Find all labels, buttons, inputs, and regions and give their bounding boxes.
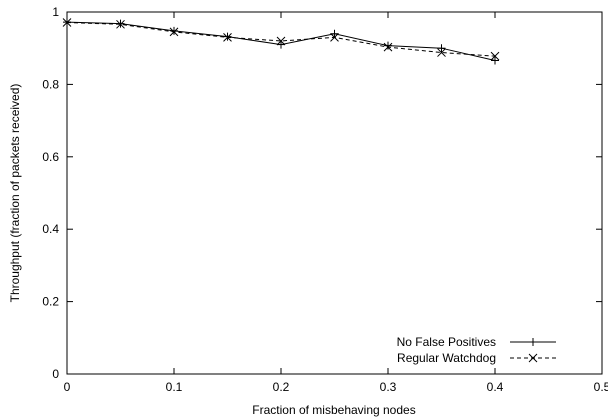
x-tick-label: 0.3: [380, 380, 397, 394]
y-tick-label: 0.8: [42, 77, 59, 91]
legend-marker: [529, 338, 537, 346]
data-point-no-false-positives: [116, 19, 125, 28]
x-tick-label: 0.1: [166, 380, 183, 394]
data-point-no-false-positives: [384, 41, 392, 50]
legend-label: Regular Watchdog: [397, 351, 496, 365]
data-point-no-false-positives: [330, 29, 339, 38]
y-tick-label: 0.4: [42, 222, 59, 236]
data-point-regular-watchdog: [330, 32, 339, 42]
data-point-regular-watchdog: [223, 32, 232, 42]
y-tick-label: 1: [52, 5, 59, 19]
legend: No False Positives Regular Watchdog: [397, 335, 556, 365]
data-point-no-false-positives: [277, 40, 285, 49]
x-tick-label: 0.2: [273, 380, 290, 394]
x-tick-label: 0.5: [594, 380, 608, 394]
legend-entry-regular-watchdog: Regular Watchdog: [397, 351, 556, 365]
series-no-false-positives: [63, 18, 499, 65]
legend-entry-no-false-positives: No False Positives: [397, 335, 556, 349]
ticks: [66, 11, 603, 375]
y-axis-title: Throughput (fraction of packets received…: [8, 84, 22, 303]
data-point-regular-watchdog: [169, 27, 179, 37]
data-point-regular-watchdog: [116, 19, 125, 29]
y-tick-label: 0: [52, 367, 59, 381]
y-tick-label: 0.2: [42, 295, 59, 309]
data-point-no-false-positives: [437, 44, 446, 53]
x-tick-label: 0: [64, 380, 71, 394]
data-point-regular-watchdog: [276, 36, 286, 46]
legend-label: No False Positives: [397, 335, 496, 349]
data-point-no-false-positives: [491, 56, 499, 65]
data-point-regular-watchdog: [437, 48, 446, 57]
data-point-no-false-positives: [223, 32, 232, 41]
series-line-regular-watchdog: [66, 21, 496, 57]
data-point-regular-watchdog: [62, 18, 72, 27]
x-tick-label: 0.4: [487, 380, 504, 394]
tick-labels: 0 0.1 0.2 0.3 0.4 0.5 0 0.2 0.4 0.6 0.8 1: [42, 5, 608, 394]
data-point-regular-watchdog: [490, 51, 500, 61]
y-tick-label: 0.6: [42, 150, 59, 164]
data-point-no-false-positives: [170, 26, 178, 35]
data-point-regular-watchdog: [383, 42, 393, 52]
series-layer: [62, 18, 500, 65]
plot-frame: [66, 11, 603, 375]
legend-marker: [528, 353, 538, 363]
series-regular-watchdog: [62, 18, 500, 61]
x-axis-title: Fraction of misbehaving nodes: [252, 403, 415, 417]
